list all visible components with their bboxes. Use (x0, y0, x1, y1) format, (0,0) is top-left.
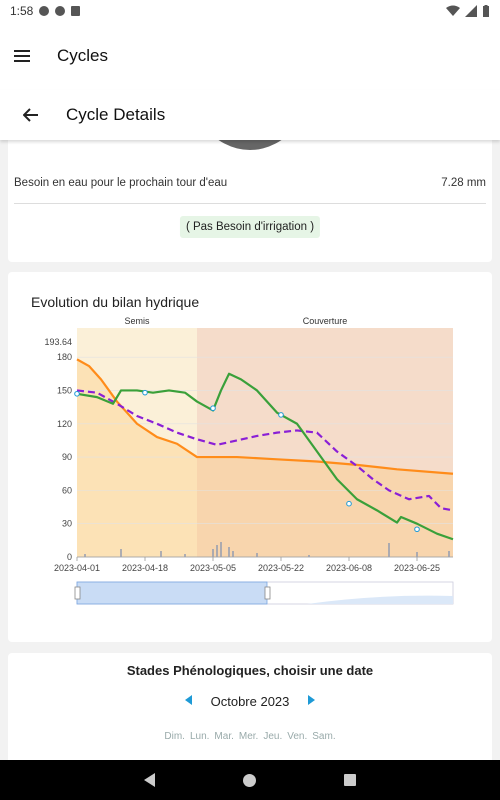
hamburger-icon (14, 50, 30, 52)
triangle-right-icon (308, 695, 316, 705)
divider (14, 203, 486, 204)
arrow-left-icon (23, 108, 38, 122)
chart-title: Evolution du bilan hydrique (31, 294, 200, 310)
weekday-label: Mar. (214, 731, 234, 742)
phase-band (197, 328, 453, 557)
rain-bar (184, 554, 186, 557)
nav-recents-button[interactable] (344, 774, 356, 786)
reserve-area (77, 359, 453, 557)
weekday-label: Sam. (312, 731, 336, 742)
nav-home-button[interactable] (243, 773, 256, 787)
y-tick-label: 150 (57, 385, 72, 395)
rain-bar (160, 551, 162, 557)
water-card: Besoin en eau pour le prochain tour d'ea… (8, 140, 492, 262)
weekday-label: Lun. (189, 731, 210, 742)
rain-bar (416, 552, 418, 557)
status-bar: 1:58 (0, 0, 500, 22)
app-notification-icon (39, 6, 50, 16)
data-point-marker (74, 390, 80, 397)
page-title: Cycle Details (66, 105, 166, 124)
data-point-marker (210, 405, 216, 412)
x-tick-label: 2023-04-18 (122, 563, 168, 573)
weekday-label: Mer. (238, 731, 259, 742)
prev-month-button[interactable] (184, 695, 193, 708)
rain-bar (448, 551, 450, 557)
data-point-marker (142, 389, 148, 396)
series-line (76, 372, 454, 541)
data-point-marker (346, 500, 352, 507)
status-time: 1:58 (10, 4, 34, 18)
x-tick-label: 2023-05-05 (190, 563, 236, 573)
rain-bar (228, 547, 230, 557)
data-point-marker (414, 526, 420, 533)
phase-label: Semis (124, 316, 150, 326)
system-nav-bar (0, 760, 500, 800)
water-need-label: Besoin en eau pour le prochain tour d'ea… (14, 177, 228, 189)
series-line (76, 389, 454, 512)
rain-bar (256, 553, 258, 557)
y-tick-label: 120 (57, 419, 72, 429)
data-point-marker (278, 412, 284, 418)
app-title: Cycles (57, 46, 109, 65)
range-slider-preview (307, 595, 453, 604)
back-button[interactable] (16, 100, 46, 130)
rain-bar (216, 545, 218, 557)
range-slider-handle-right (264, 586, 271, 600)
wifi-icon (446, 5, 460, 16)
irrigation-status-badge: ( Pas Besoin d'irrigation ) (179, 216, 321, 238)
series-line (76, 358, 454, 475)
rain-bar (388, 543, 390, 557)
signal-icon (465, 5, 477, 17)
x-tick-label: 2023-05-22 (258, 563, 304, 573)
x-tick-label: 2023-06-08 (326, 563, 372, 573)
x-tick-label: 2023-06-25 (394, 563, 440, 573)
scroll-content[interactable]: Besoin en eau pour le prochain tour d'ea… (0, 140, 500, 760)
weekday-label: Ven. (287, 731, 308, 742)
weekday-label: Dim. (164, 731, 185, 742)
range-slider-selection (76, 581, 268, 605)
battery-icon (483, 5, 489, 17)
water-need-value: 7.28 mm (441, 177, 486, 189)
nav-back-button[interactable] (144, 773, 155, 787)
rain-bar (120, 549, 122, 557)
water-need-row: Besoin en eau pour le prochain tour d'ea… (14, 177, 486, 189)
next-month-button[interactable] (307, 695, 316, 708)
hamburger-icon-line (14, 55, 30, 57)
rain-bar (212, 549, 214, 557)
y-tick-label: 30 (62, 519, 72, 529)
month-label: Octobre 2023 (210, 694, 290, 709)
sd-card-icon (71, 6, 81, 16)
weekday-header: Dim. Lun. Mar. Mer. Jeu. Ven. Sam. (8, 731, 492, 742)
y-tick-label: 60 (62, 485, 72, 495)
app-bar: Cycles (0, 22, 500, 90)
y-tick-label: 180 (57, 352, 72, 362)
phase-label: Couverture (303, 316, 348, 326)
water-balance-chart[interactable]: Semis Couverture 0 30 60 90 120 150 180 193.64 202… (8, 312, 492, 632)
weekday-label: Jeu. (263, 731, 283, 742)
range-slider-handle-left (74, 586, 81, 600)
play-notification-icon (55, 6, 66, 16)
month-selector: Octobre 2023 (8, 694, 492, 709)
hamburger-icon-line (14, 60, 30, 62)
y-tick-label: 0 (67, 552, 72, 562)
y-max-label: 193.64 (44, 337, 72, 347)
x-tick-label: 2023-04-01 (54, 563, 100, 573)
menu-button[interactable] (0, 34, 44, 78)
rain-bar (220, 542, 222, 557)
chart-card: Evolution du bilan hydrique Semis Couvert… (8, 272, 492, 642)
rain-bar (84, 554, 86, 557)
y-tick-label: 90 (62, 452, 72, 462)
water-gauge (183, 140, 317, 150)
rain-bar (232, 551, 234, 557)
rain-bar (308, 555, 310, 557)
phase-band (77, 328, 197, 557)
stades-card: Stades Phénologiques, choisir une date O… (8, 653, 492, 760)
triangle-left-icon (184, 695, 192, 705)
sub-header: Cycle Details (0, 90, 500, 140)
stades-title: Stades Phénologiques, choisir une date (126, 663, 374, 678)
